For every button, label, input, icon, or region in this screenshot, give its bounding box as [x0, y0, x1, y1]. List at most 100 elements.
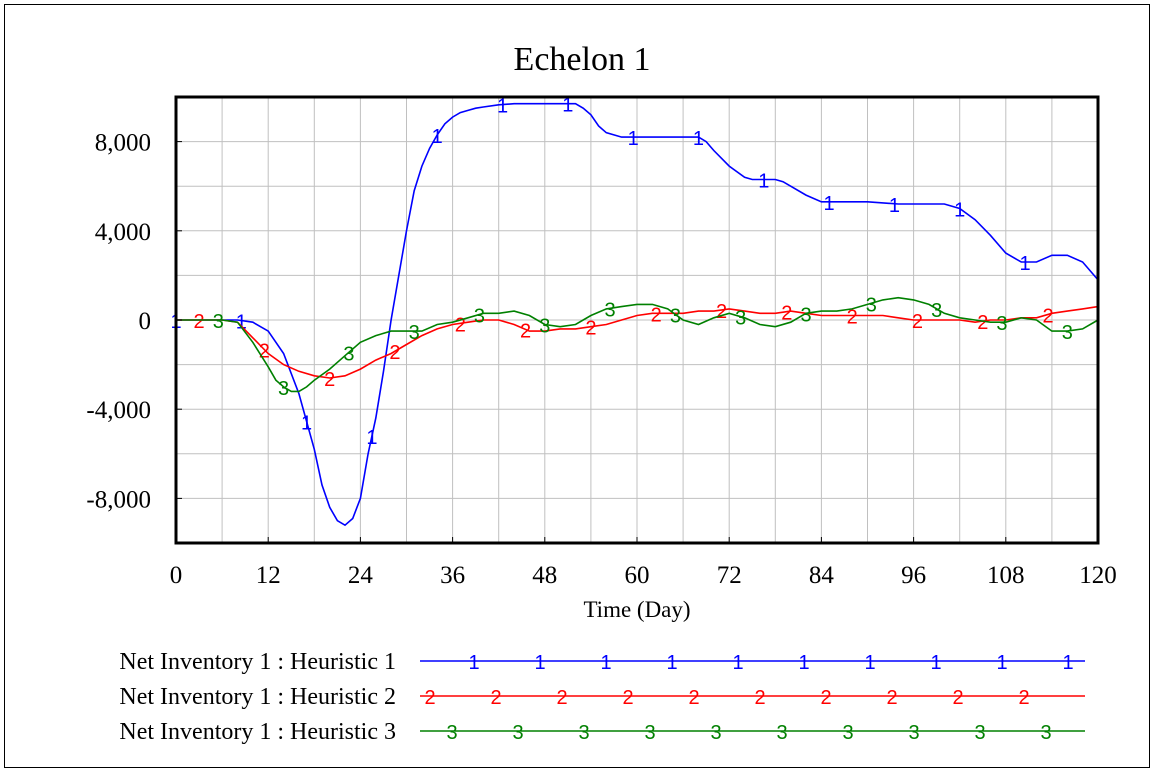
legend-marker-2: 2 [820, 687, 831, 709]
x-tick-label: 48 [532, 562, 557, 589]
legend-marker-1: 1 [996, 652, 1007, 674]
series-marker-2: 2 [324, 369, 335, 391]
series-marker-1: 1 [1019, 253, 1030, 275]
series-marker-3: 3 [278, 378, 289, 400]
grid-lines [176, 97, 1098, 543]
series-marker-3: 3 [866, 294, 877, 316]
series-marker-3: 3 [800, 304, 811, 326]
legend-marker-3: 3 [446, 722, 457, 744]
series-marker-2: 2 [847, 307, 858, 329]
series-marker-2: 2 [912, 311, 923, 333]
legend-label-2: Net Inventory 1 : Heuristic 2 [119, 684, 396, 710]
legend-marker-1: 1 [930, 652, 941, 674]
legend-marker-1: 1 [864, 652, 875, 674]
series-marker-2: 2 [977, 312, 988, 334]
series-marker-2: 2 [585, 318, 596, 340]
series-marker-3: 3 [474, 305, 485, 327]
legend-label-1: Net Inventory 1 : Heuristic 1 [119, 649, 396, 675]
y-tick-label: 0 [139, 308, 152, 335]
x-tick-label: 84 [809, 562, 835, 589]
series-marker-3: 3 [735, 308, 746, 330]
x-tick-label: 0 [170, 562, 183, 589]
x-tick-label: 108 [987, 562, 1025, 589]
legend-marker-2: 2 [1018, 687, 1029, 709]
series-marker-1: 1 [824, 193, 835, 215]
series-marker-3: 3 [343, 343, 354, 365]
chart-title: Echelon 1 [514, 41, 651, 78]
series-marker-2: 2 [520, 320, 531, 342]
legend-marker-2: 2 [754, 687, 765, 709]
series-marker-2: 2 [389, 342, 400, 364]
series-line-3 [176, 296, 1099, 393]
series-marker-3: 3 [605, 299, 616, 321]
y-tick-label: 8,000 [95, 130, 151, 157]
legend-marker-3: 3 [974, 722, 985, 744]
x-tick-label: 12 [256, 562, 281, 589]
x-axis-label: Time (Day) [583, 597, 690, 622]
series-marker-2: 2 [1042, 305, 1053, 327]
x-tick-label: 60 [625, 562, 650, 589]
series-marker-1: 1 [889, 195, 900, 217]
series-marker-1: 1 [497, 96, 508, 118]
y-axis-ticks: 8,000 4,000 0 -4,000 -8,000 [86, 130, 182, 513]
legend-marker-2: 2 [556, 687, 567, 709]
legend-marker-3: 3 [842, 722, 853, 744]
series-marker-1: 1 [301, 412, 312, 434]
legend-marker-3: 3 [908, 722, 919, 744]
x-tick-label: 36 [440, 562, 465, 589]
legend-marker-1: 1 [600, 652, 611, 674]
chart-frame [4, 4, 1150, 768]
series-marker-1: 1 [432, 126, 443, 148]
legend-marker-3: 3 [644, 722, 655, 744]
series-marker-3: 3 [670, 305, 681, 327]
series-marker-3: 3 [539, 315, 550, 337]
y-tick-label: 4,000 [95, 219, 151, 246]
series-marker-3: 3 [409, 322, 420, 344]
series-marker-2: 2 [193, 311, 204, 333]
legend-marker-1: 1 [798, 652, 809, 674]
series-marker-1: 1 [366, 427, 377, 449]
series-marker-1: 1 [236, 312, 247, 334]
series-line-2 [176, 305, 1099, 379]
y-tick-label: -4,000 [86, 397, 151, 424]
legend-marker-1: 1 [468, 652, 479, 674]
x-axis-ticks: 0 12 24 36 48 60 72 84 96 108 120 [170, 537, 1117, 589]
legend-marker-2: 2 [886, 687, 897, 709]
legend-marker-1: 1 [732, 652, 743, 674]
legend-marker-1: 1 [666, 652, 677, 674]
y-tick-label: -8,000 [86, 486, 151, 513]
x-tick-label: 96 [901, 562, 926, 589]
legend-marker-3: 3 [578, 722, 589, 744]
legend-marker-1: 1 [534, 652, 545, 674]
series-marker-3: 3 [213, 311, 224, 333]
legend-label-3: Net Inventory 1 : Heuristic 3 [119, 719, 396, 745]
series-marker-3: 3 [996, 313, 1007, 335]
legend-marker-3: 3 [1040, 722, 1051, 744]
series-line-1 [176, 102, 1099, 527]
legend-marker-2: 2 [490, 687, 501, 709]
legend-marker-1: 1 [1062, 652, 1073, 674]
legend-marker-2: 2 [688, 687, 699, 709]
series-marker-2: 2 [651, 304, 662, 326]
series-marker-2: 2 [781, 303, 792, 325]
series-marker-2: 2 [259, 341, 270, 363]
legend-marker-3: 3 [512, 722, 523, 744]
legend-marker-2: 2 [424, 687, 435, 709]
series-marker-2: 2 [716, 301, 727, 323]
series-marker-3: 3 [1062, 322, 1073, 344]
series-marker-1: 1 [693, 128, 704, 150]
x-tick-label: 72 [717, 562, 742, 589]
series-marker-1: 1 [562, 95, 573, 117]
legend-marker-2: 2 [622, 687, 633, 709]
x-tick-label: 24 [348, 562, 374, 589]
series-marker-2: 2 [455, 314, 466, 336]
legend-marker-3: 3 [776, 722, 787, 744]
legend: Net Inventory 1 : Heuristic 1 1 1 1 1 1 1 1 1 1 1 N… [119, 649, 1085, 745]
series-marker-1: 1 [954, 200, 965, 222]
legend-marker-3: 3 [710, 722, 721, 744]
series-marker-3: 3 [931, 300, 942, 322]
x-tick-label: 120 [1079, 562, 1117, 589]
series-marker-1: 1 [758, 171, 769, 193]
